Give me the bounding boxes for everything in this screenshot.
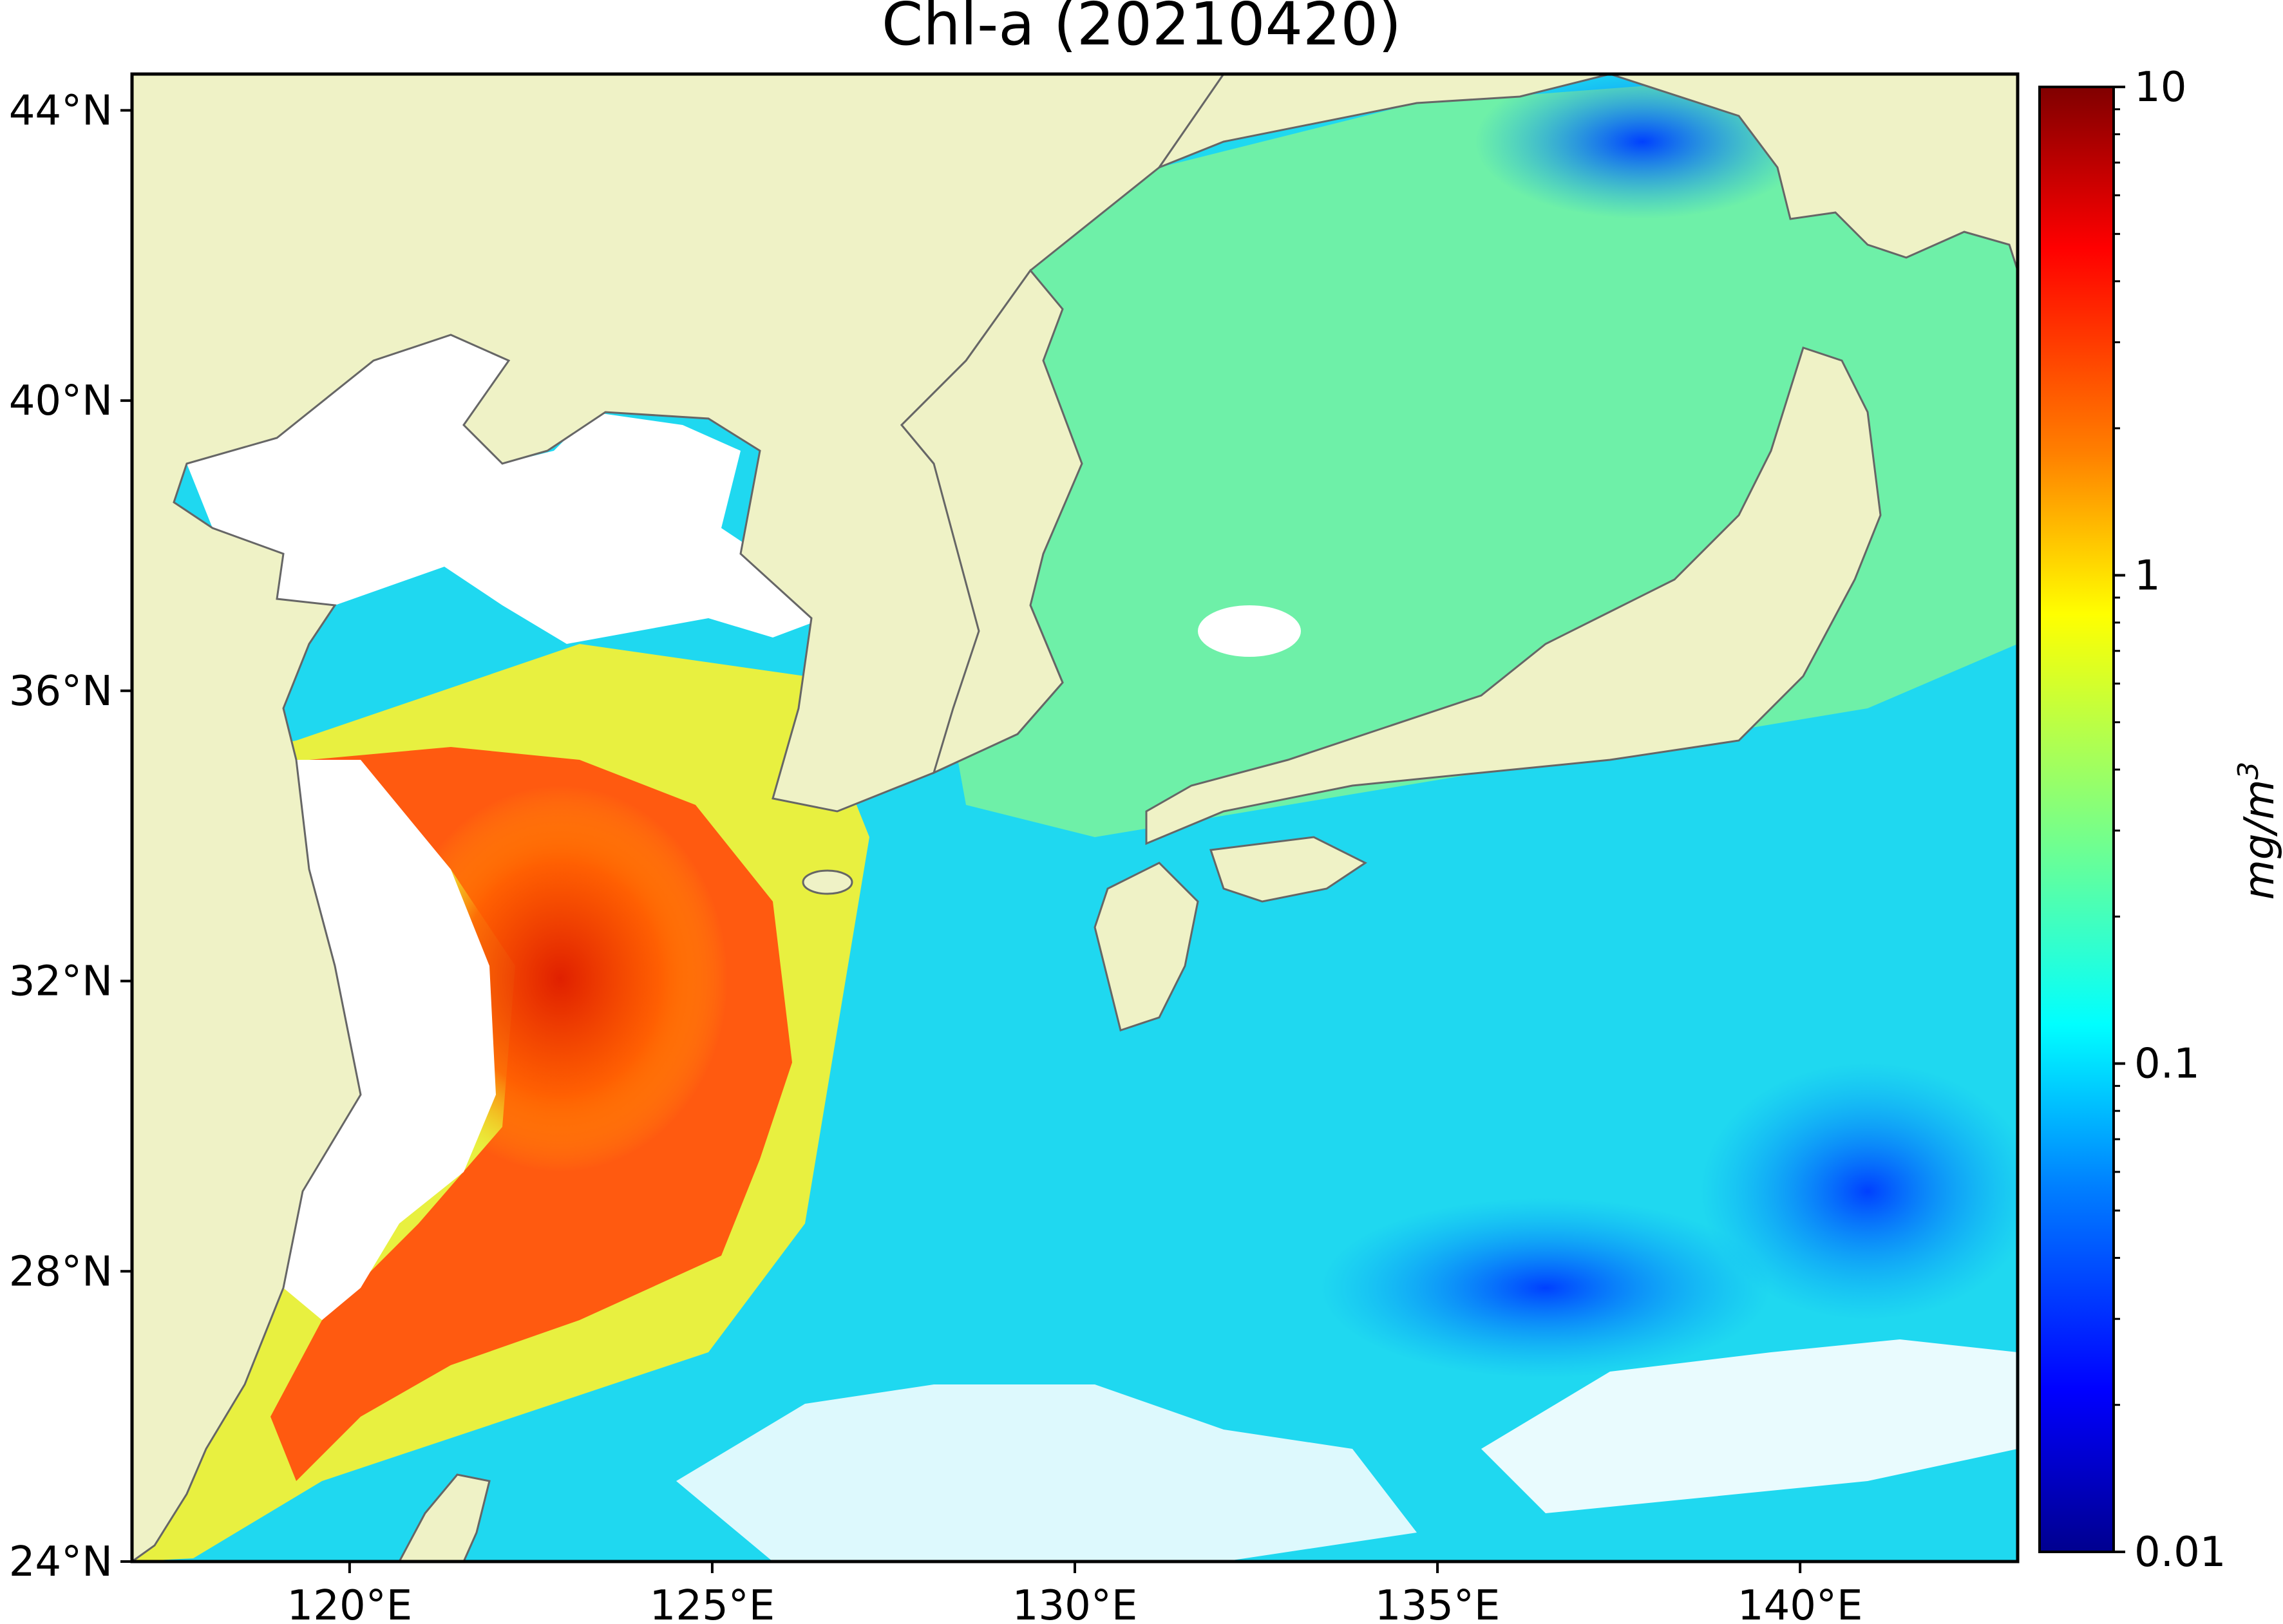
- latitude-axis: 24°N 28°N 32°N 36°N 40°N 44°N: [9, 87, 132, 1586]
- colorbar-gradient: [2038, 86, 2115, 1553]
- colorbar-tick-label: 1: [2134, 552, 2161, 600]
- lat-tick-label: 44°N: [9, 87, 113, 135]
- colorbar-tick-label: 0.01: [2134, 1529, 2226, 1576]
- colorbar: 10 1 0.1 0.01 mg/m3: [2038, 64, 2283, 1576]
- lat-tick-label: 36°N: [9, 668, 113, 715]
- land-hokkaido: [1609, 74, 2018, 271]
- map-area: [132, 74, 2018, 1562]
- lat-tick-label: 32°N: [9, 958, 113, 1006]
- land-taiwan: [398, 1473, 491, 1562]
- colorbar-label: mg/m3: [2232, 762, 2283, 900]
- land-jeju: [802, 869, 853, 895]
- map-title: Chl-a (20210420): [882, 0, 1401, 59]
- lat-tick-label: 40°N: [9, 377, 113, 425]
- land-honshu: [1145, 346, 1882, 845]
- no-data-coastal: [283, 760, 496, 1320]
- land-kyushu: [1094, 862, 1199, 1032]
- lon-tick-label: 135°E: [1375, 1582, 1501, 1624]
- no-data-bohai: [187, 335, 824, 644]
- colorbar-tick-label: 0.1: [2134, 1041, 2200, 1088]
- no-data-east-sea: [1198, 605, 1301, 657]
- low-chl-patch-south: [1320, 1198, 1771, 1378]
- low-chl-patch-east: [1700, 1062, 2018, 1320]
- lon-tick-label: 120°E: [287, 1582, 413, 1624]
- colorbar-tick-label: 10: [2134, 64, 2186, 111]
- no-data-se-clouds: [1481, 1339, 2018, 1513]
- lon-tick-label: 140°E: [1738, 1582, 1863, 1624]
- colorbar-label-unit: mg/m: [2236, 780, 2283, 900]
- land-korea: [900, 269, 1083, 775]
- lat-tick-label: 24°N: [9, 1538, 113, 1586]
- land-russia: [1156, 74, 1611, 170]
- lat-tick-label: 28°N: [9, 1248, 113, 1296]
- no-data-south-clouds: [676, 1384, 1417, 1562]
- lon-tick-label: 125°E: [650, 1582, 775, 1624]
- colorbar-ticks: 10 1 0.1 0.01: [2114, 64, 2226, 1576]
- longitude-axis: 120°E 125°E 130°E 135°E 140°E: [287, 1562, 1863, 1624]
- lon-tick-label: 130°E: [1012, 1582, 1138, 1624]
- colorbar-label-exponent: 3: [2232, 762, 2265, 780]
- land-shikoku: [1209, 836, 1367, 903]
